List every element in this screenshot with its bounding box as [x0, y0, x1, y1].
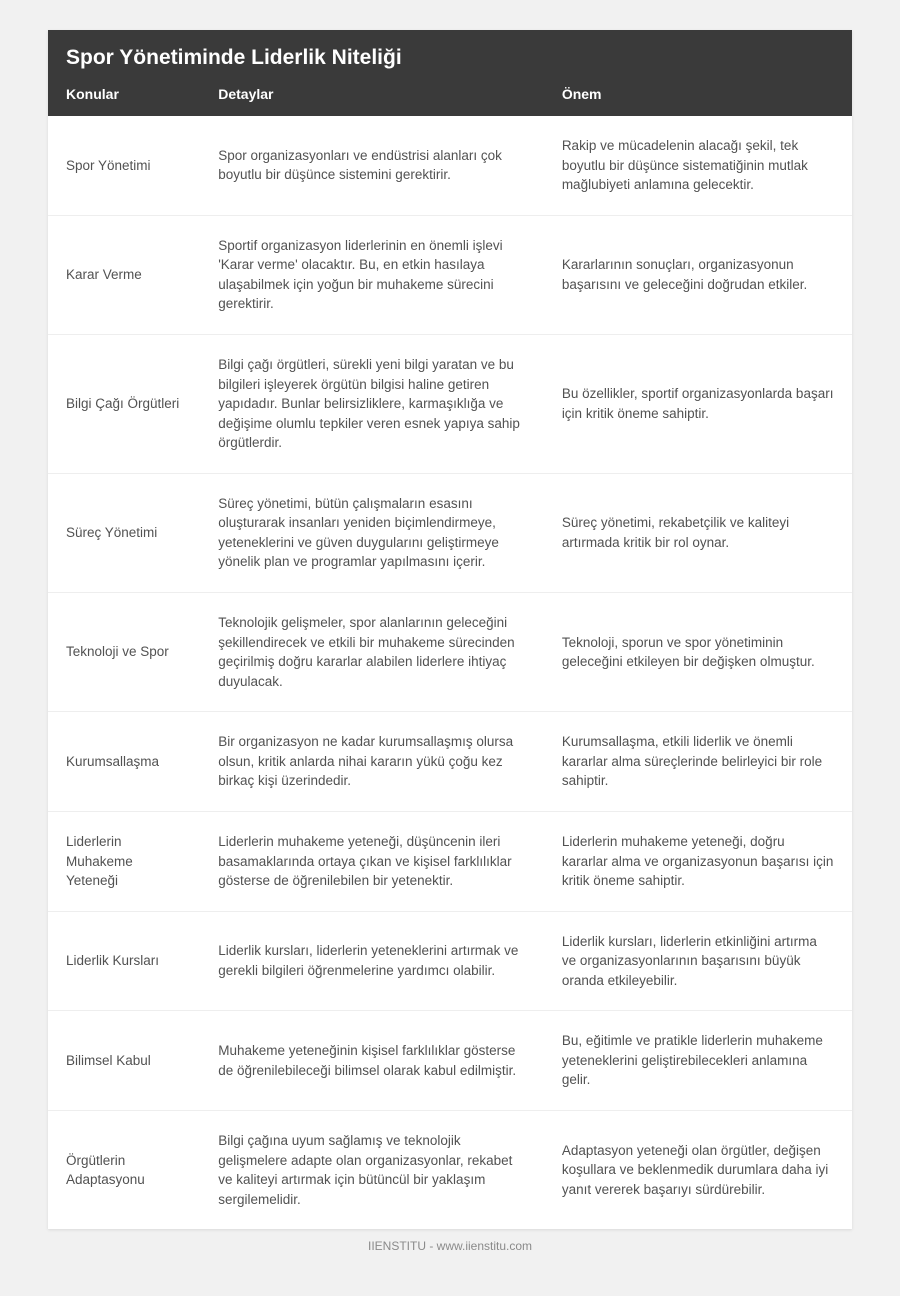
- cell-importance: Bu, eğitimle ve pratikle liderlerin muha…: [544, 1011, 852, 1111]
- cell-importance: Süreç yönetimi, rekabetçilik ve kaliteyi…: [544, 473, 852, 592]
- table-row: Süreç Yönetimi Süreç yönetimi, bütün çal…: [48, 473, 852, 592]
- col-header-topic: Konular: [48, 80, 200, 116]
- cell-topic: Liderlik Kursları: [48, 911, 200, 1011]
- cell-importance: Kurumsallaşma, etkili liderlik ve önemli…: [544, 712, 852, 812]
- cell-importance: Adaptasyon yeteneği olan örgütler, değiş…: [544, 1111, 852, 1230]
- table-row: Teknoloji ve Spor Teknolojik gelişmeler,…: [48, 593, 852, 712]
- footer-text: IIENSTITU - www.iienstitu.com: [48, 1229, 852, 1259]
- cell-detail: Süreç yönetimi, bütün çalışmaların esası…: [200, 473, 544, 592]
- cell-importance: Rakip ve mücadelenin alacağı şekil, tek …: [544, 116, 852, 215]
- cell-detail: Teknolojik gelişmeler, spor alanlarının …: [200, 593, 544, 712]
- table-container: Spor Yönetiminde Liderlik Niteliği Konul…: [48, 30, 852, 1229]
- data-table: Konular Detaylar Önem Spor Yönetimi Spor…: [48, 80, 852, 1229]
- cell-importance: Teknoloji, sporun ve spor yönetiminin ge…: [544, 593, 852, 712]
- cell-detail: Bir organizasyon ne kadar kurumsallaşmış…: [200, 712, 544, 812]
- cell-importance: Liderlik kursları, liderlerin etkinliğin…: [544, 911, 852, 1011]
- cell-topic: Karar Verme: [48, 215, 200, 334]
- cell-detail: Spor organizasyonları ve endüstrisi alan…: [200, 116, 544, 215]
- cell-detail: Liderlik kursları, liderlerin yetenekler…: [200, 911, 544, 1011]
- table-title: Spor Yönetiminde Liderlik Niteliği: [48, 30, 852, 80]
- cell-detail: Muhakeme yeteneğinin kişisel farklılıkla…: [200, 1011, 544, 1111]
- cell-topic: Teknoloji ve Spor: [48, 593, 200, 712]
- table-row: Liderlerin Muhakeme Yeteneği Liderlerin …: [48, 811, 852, 911]
- cell-detail: Sportif organizasyon liderlerinin en öne…: [200, 215, 544, 334]
- col-header-importance: Önem: [544, 80, 852, 116]
- cell-topic: Liderlerin Muhakeme Yeteneği: [48, 811, 200, 911]
- cell-importance: Liderlerin muhakeme yeteneği, doğru kara…: [544, 811, 852, 911]
- table-row: Karar Verme Sportif organizasyon liderle…: [48, 215, 852, 334]
- table-row: Kurumsallaşma Bir organizasyon ne kadar …: [48, 712, 852, 812]
- cell-topic: Kurumsallaşma: [48, 712, 200, 812]
- table-row: Örgütlerin Adaptasyonu Bilgi çağına uyum…: [48, 1111, 852, 1230]
- header-row: Konular Detaylar Önem: [48, 80, 852, 116]
- table-row: Bilgi Çağı Örgütleri Bilgi çağı örgütler…: [48, 334, 852, 473]
- cell-detail: Bilgi çağına uyum sağlamış ve teknolojik…: [200, 1111, 544, 1230]
- table-row: Liderlik Kursları Liderlik kursları, lid…: [48, 911, 852, 1011]
- table-body: Spor Yönetimi Spor organizasyonları ve e…: [48, 116, 852, 1229]
- cell-topic: Bilgi Çağı Örgütleri: [48, 334, 200, 473]
- page-wrapper: Spor Yönetiminde Liderlik Niteliği Konul…: [0, 0, 900, 1279]
- cell-topic: Spor Yönetimi: [48, 116, 200, 215]
- table-header: Konular Detaylar Önem: [48, 80, 852, 116]
- cell-topic: Bilimsel Kabul: [48, 1011, 200, 1111]
- col-header-detail: Detaylar: [200, 80, 544, 116]
- cell-topic: Süreç Yönetimi: [48, 473, 200, 592]
- cell-topic: Örgütlerin Adaptasyonu: [48, 1111, 200, 1230]
- cell-importance: Kararlarının sonuçları, organizasyonun b…: [544, 215, 852, 334]
- cell-importance: Bu özellikler, sportif organizasyonlarda…: [544, 334, 852, 473]
- table-row: Spor Yönetimi Spor organizasyonları ve e…: [48, 116, 852, 215]
- table-row: Bilimsel Kabul Muhakeme yeteneğinin kişi…: [48, 1011, 852, 1111]
- cell-detail: Liderlerin muhakeme yeteneği, düşüncenin…: [200, 811, 544, 911]
- cell-detail: Bilgi çağı örgütleri, sürekli yeni bilgi…: [200, 334, 544, 473]
